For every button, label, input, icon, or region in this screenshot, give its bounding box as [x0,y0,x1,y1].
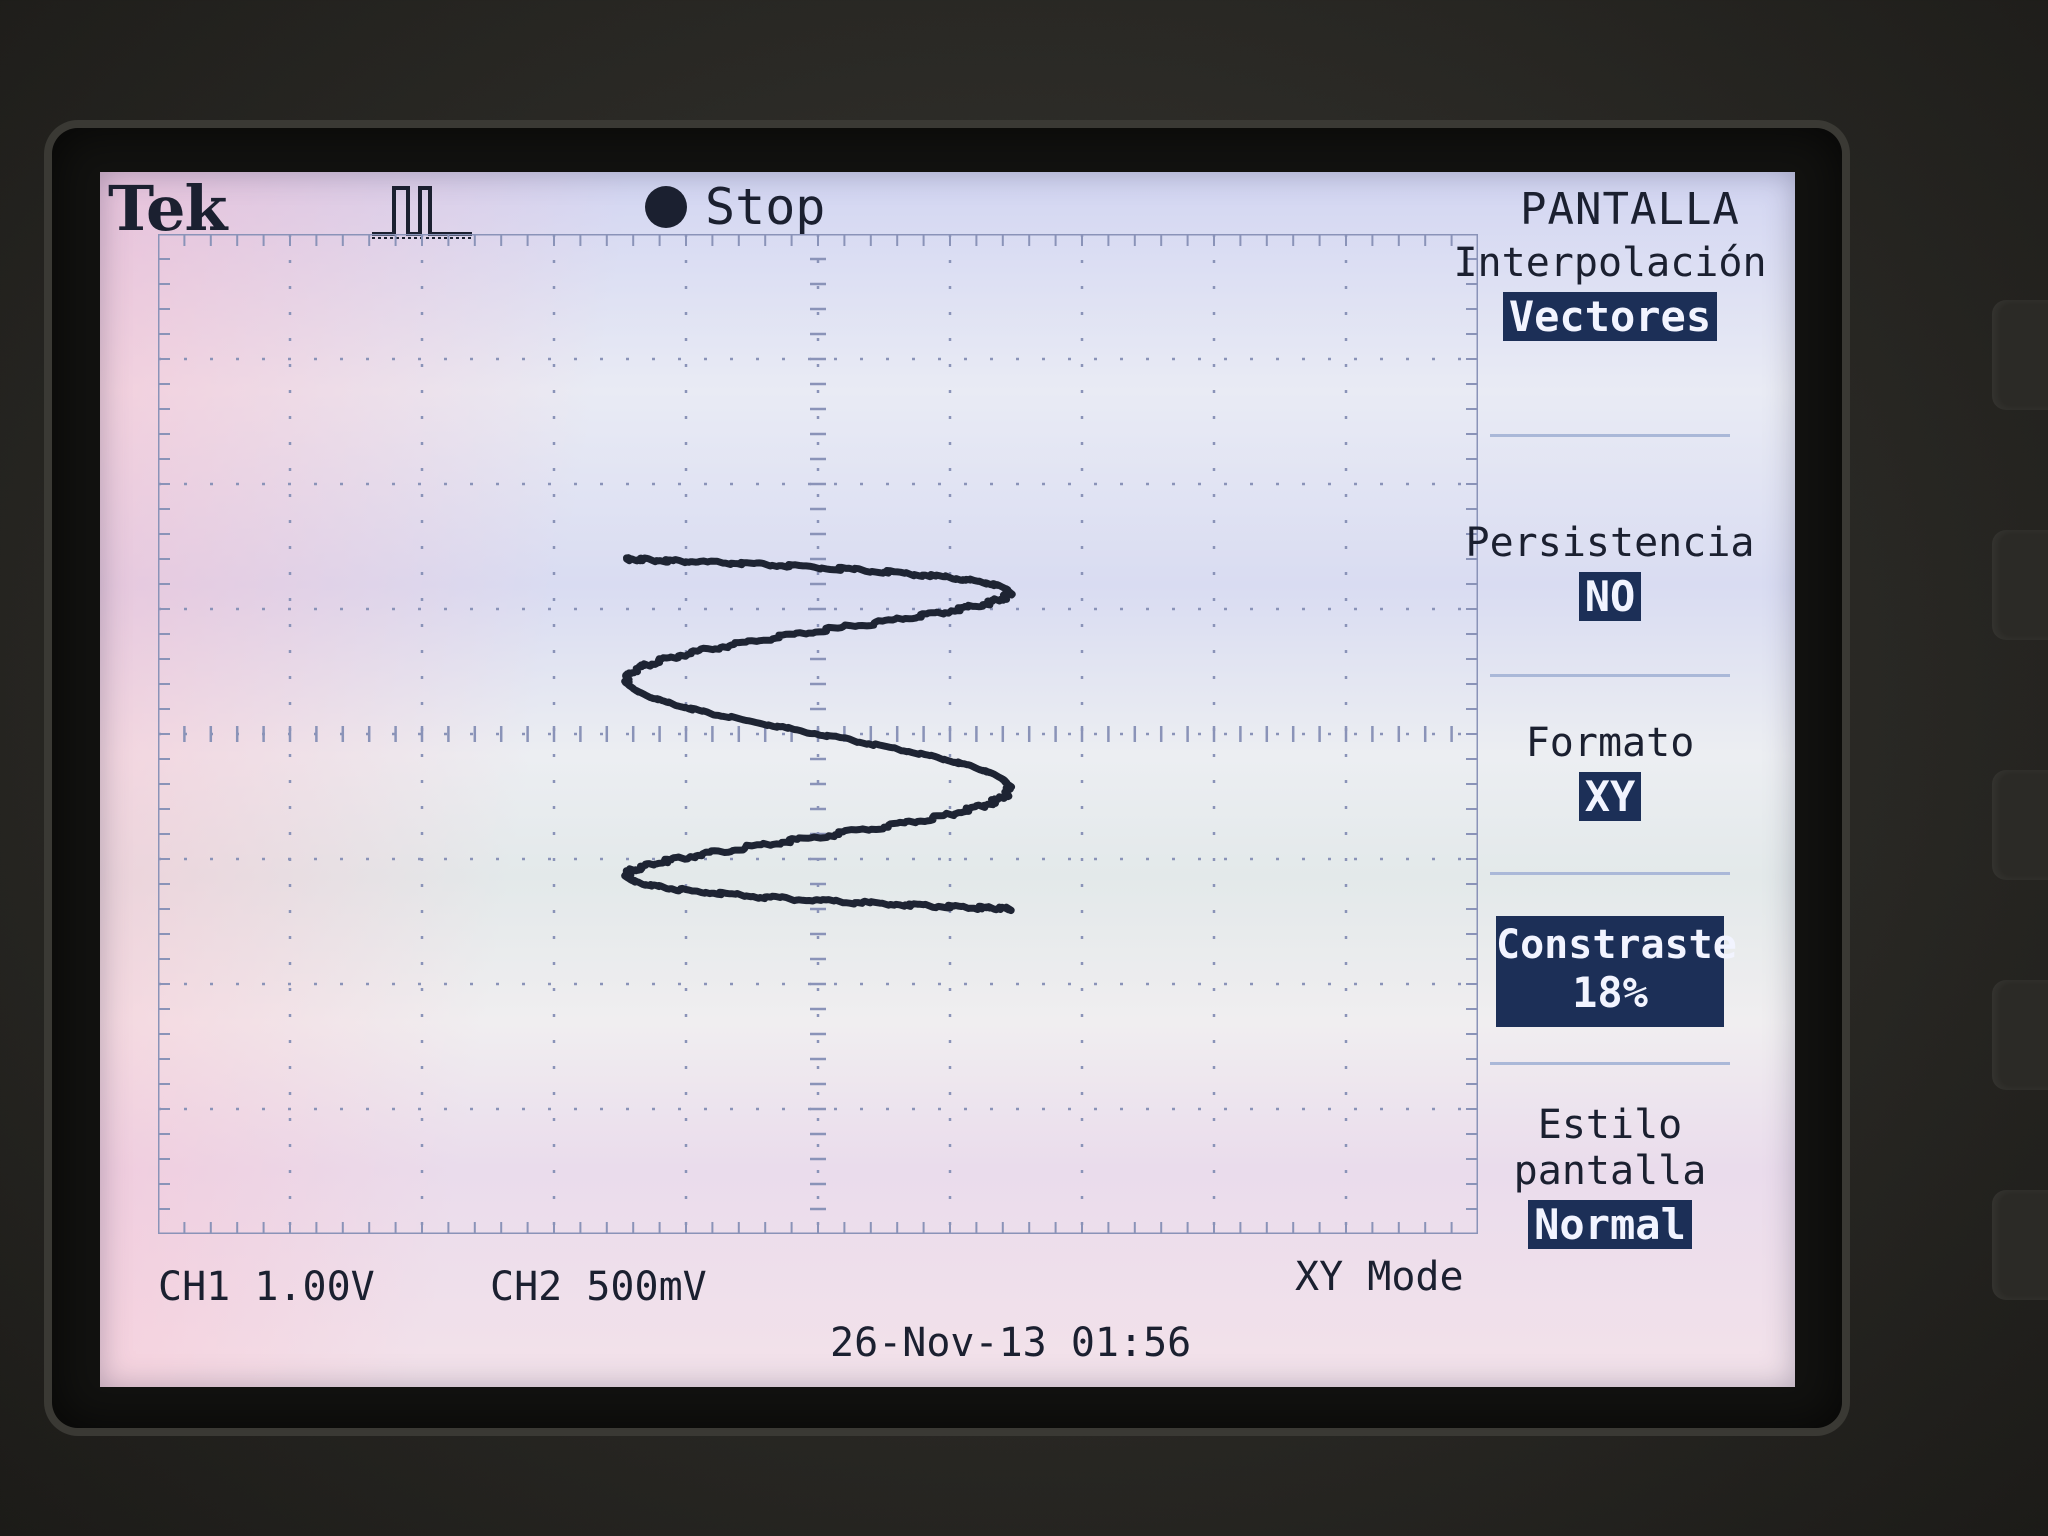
ch1-scale: CH1 1.00V [158,1264,375,1310]
menu-title: PANTALLA [1520,184,1740,235]
bezel-button-3[interactable] [1992,770,2048,880]
format-value: XY [1578,772,1642,821]
run-state-indicator: Stop [645,178,825,236]
menu-display-style[interactable]: Estilo pantalla Normal [1430,1102,1790,1249]
menu-interpolation[interactable]: Interpolación Vectores [1440,240,1780,341]
pulse-trigger-icon [372,186,472,239]
persistence-value: NO [1578,572,1642,621]
interpolation-value: Vectores [1502,292,1718,341]
grid-lines [158,234,1478,1234]
format-label: Formato [1525,720,1695,766]
xy-graticule [158,234,1478,1234]
menu-persistence[interactable]: Persistencia NO [1440,520,1780,621]
display-style-label: Estilo pantalla [1513,1102,1707,1194]
menu-separator [1490,1062,1730,1065]
run-state-label: Stop [705,178,826,236]
menu-separator [1490,872,1730,875]
xy-mode-label: XY Mode [1295,1254,1464,1300]
bezel-button-5[interactable] [1992,1190,2048,1300]
stop-dot-icon [645,186,687,228]
menu-contrast[interactable]: Constraste 18% [1496,916,1737,1027]
ch2-scale: CH2 500mV [490,1264,707,1310]
menu-format[interactable]: Formato XY [1440,720,1780,821]
date-time: 26-Nov-13 01:56 [830,1320,1192,1366]
contrast-label: Constraste [1496,922,1737,968]
display-style-value: Normal [1528,1200,1692,1249]
menu-separator [1490,674,1730,677]
xy-lissajous-trace [621,554,1016,915]
oscilloscope-screen: Tek Stop PANTALLA Interpolación Vectores… [100,172,1795,1387]
bezel-button-4[interactable] [1992,980,2048,1090]
persistence-label: Persistencia [1465,520,1755,566]
menu-separator [1490,434,1730,437]
bezel-button-2[interactable] [1992,530,2048,640]
contrast-value: 18% [1572,968,1648,1017]
brand-logo: Tek [108,172,227,245]
interpolation-label: Interpolación [1453,240,1767,286]
bezel-button-1[interactable] [1992,300,2048,410]
